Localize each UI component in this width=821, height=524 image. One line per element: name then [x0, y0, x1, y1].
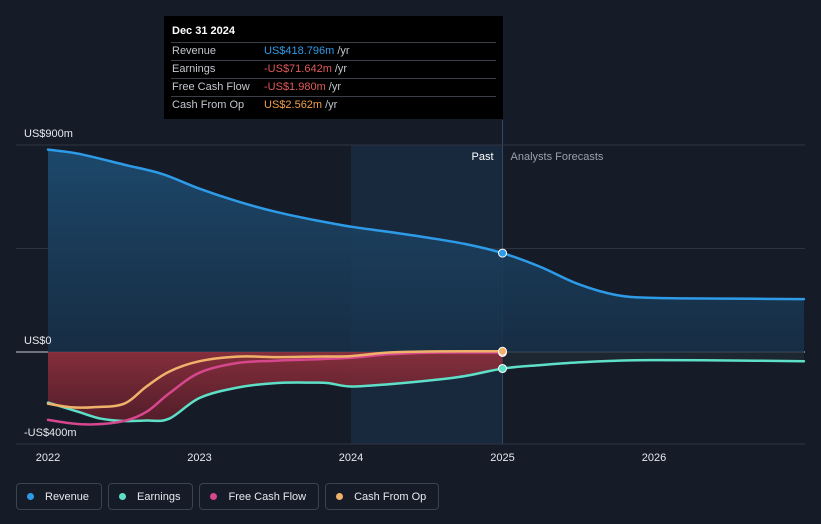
tooltip-value: US$418.796m [264, 45, 335, 57]
tooltip-label: Cash From Op [172, 99, 245, 111]
tooltip-label: Earnings [172, 63, 216, 75]
legend-label: Revenue [45, 490, 90, 503]
earnings-marker [498, 364, 507, 374]
legend-dot-icon [210, 493, 218, 500]
y-axis-label: US$0 [24, 335, 52, 347]
forecast-label: Analysts Forecasts [511, 151, 604, 163]
legend: Revenue Earnings Free Cash Flow Cash From O… [16, 483, 440, 510]
revenue-area [48, 149, 804, 352]
earnings-forecast-area [502, 352, 804, 369]
revenue-marker [498, 248, 507, 258]
tooltip-row: Free Cash Flow -US$1.980m/yr [171, 78, 496, 96]
tooltip-row: Revenue US$418.796m/yr [171, 42, 496, 60]
revenue-line [46, 148, 806, 301]
tooltip-value: US$2.562m [264, 99, 323, 111]
legend-item-earnings[interactable]: Earnings [108, 483, 194, 510]
x-tick-label: 2025 [490, 452, 514, 464]
legend-item-cash-from-op[interactable]: Cash From Op [325, 483, 440, 510]
legend-dot-icon [27, 493, 34, 500]
tooltip-unit: /yr [337, 45, 350, 57]
tooltip-label: Free Cash Flow [172, 81, 250, 93]
free-cash-flow-line [46, 351, 504, 426]
legend-label: Free Cash Flow [228, 490, 307, 503]
earnings-line [46, 358, 806, 423]
legend-item-revenue[interactable]: Revenue [16, 483, 103, 510]
tooltip-value: -US$1.980m [264, 81, 326, 93]
tooltip-unit: /yr [334, 63, 348, 75]
x-tick-label: 2022 [36, 452, 60, 464]
y-axis-label: -US$400m [24, 427, 77, 439]
tooltip-label: Revenue [172, 45, 217, 57]
tooltip-value: -US$71.642m [264, 63, 332, 75]
tooltip-unit: /yr [328, 81, 341, 93]
tooltip-date: Dec 31 2024 [172, 25, 235, 37]
legend-label: Earnings [137, 490, 181, 503]
tooltip-unit: /yr [325, 99, 338, 111]
earnings-area [48, 352, 503, 422]
tooltip-row: Earnings -US$71.642m/yr [171, 60, 496, 78]
tooltip-row: Cash From Op US$2.562m/yr [171, 96, 496, 114]
cash-from-op-line [46, 350, 504, 409]
x-tick-label: 2023 [187, 452, 211, 464]
tooltip: Dec 31 2024 Revenue US$418.796m/yr Earning… [164, 16, 503, 119]
legend-label: Cash From Op [354, 490, 427, 503]
past-label: Past [471, 151, 493, 163]
x-tick-label: 2024 [339, 452, 363, 464]
legend-dot-icon [336, 493, 344, 500]
x-tick-label: 2026 [642, 452, 666, 464]
legend-dot-icon [119, 493, 127, 500]
legend-item-free-cash-flow[interactable]: Free Cash Flow [199, 483, 320, 510]
y-axis-label: US$900m [24, 128, 73, 140]
cash-from-op-marker [498, 346, 507, 356]
